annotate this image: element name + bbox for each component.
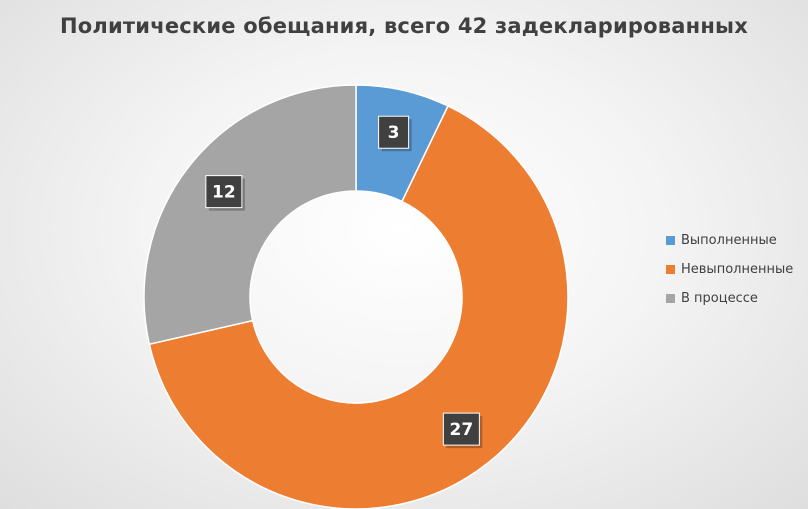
slice-in-progress [143, 84, 357, 346]
data-label-completed-text: 3 [388, 123, 400, 143]
slice-not-completed [148, 104, 569, 509]
legend-label-completed: Выполненные [681, 233, 777, 248]
chart-title: Политические обещания, всего 42 задеклар… [60, 14, 748, 38]
data-label-not-completed-text: 27 [450, 420, 474, 440]
legend-item-in-progress: В процессе [666, 284, 793, 313]
legend-swatch-not-completed [666, 265, 675, 274]
data-label-not-completed: 27 [442, 412, 483, 449]
legend-item-completed: Выполненные [666, 226, 793, 255]
donut-slices [143, 84, 569, 509]
legend-label-in-progress: В процессе [681, 291, 758, 306]
data-label-in-progress: 12 [205, 175, 245, 211]
legend-swatch-completed [666, 236, 675, 245]
data-label-completed: 3 [378, 115, 412, 152]
legend-item-not-completed: Невыполненные [666, 255, 793, 284]
chart-legend: Выполненные Невыполненные В процессе [666, 226, 793, 313]
donut-data-labels: 3 27 12 [205, 115, 483, 449]
legend-swatch-in-progress [666, 294, 675, 303]
data-label-in-progress-text: 12 [212, 183, 236, 203]
legend-label-not-completed: Невыполненные [681, 262, 794, 277]
